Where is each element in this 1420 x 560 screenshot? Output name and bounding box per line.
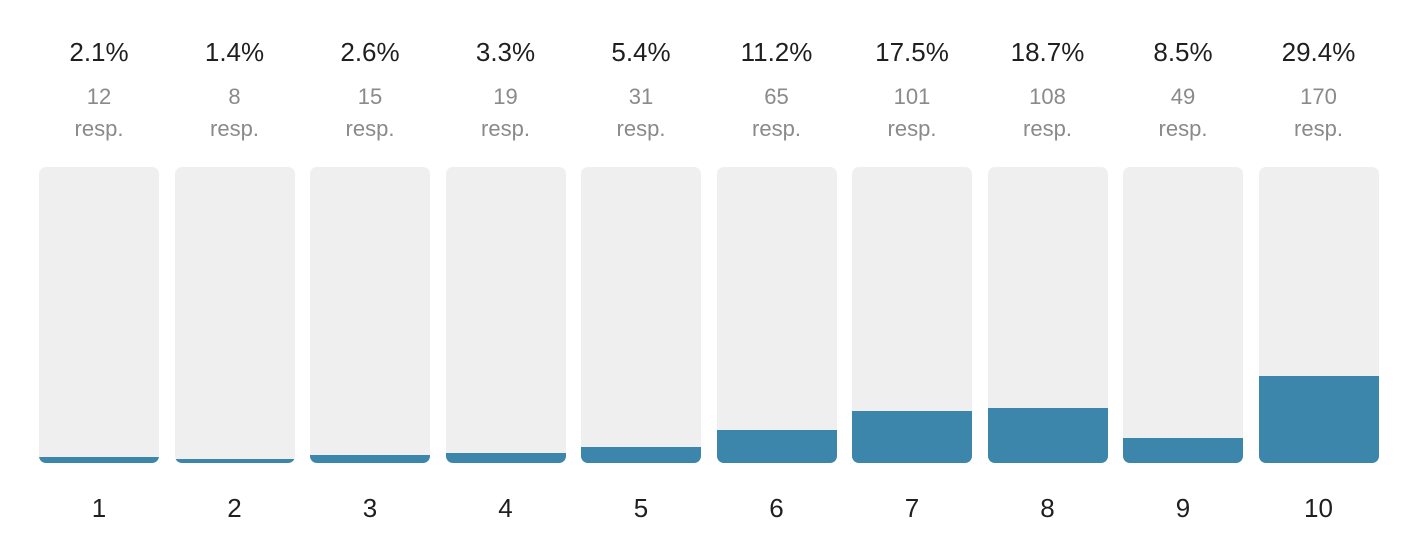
response-count: 8: [228, 84, 241, 109]
response-count: 15: [357, 84, 383, 109]
bar-track: [1123, 167, 1243, 463]
rating-column-3: 2.6% 15 resp. 3: [310, 0, 430, 560]
response-unit-label: resp.: [1158, 116, 1208, 141]
response-count: 49: [1170, 84, 1196, 109]
category-label: 8: [1040, 493, 1055, 523]
percent-label: 29.4%: [1281, 37, 1356, 67]
bar-fill: [445, 453, 566, 463]
category-label: 5: [633, 493, 649, 523]
response-unit-label: resp.: [345, 116, 395, 141]
bar-fill: [39, 457, 159, 463]
bar-fill: [1123, 438, 1243, 463]
rating-column-2: 1.4% 8 resp. 2: [174, 0, 295, 560]
bar-track: [445, 167, 566, 463]
bar-track: [39, 167, 159, 463]
percent-label: 3.3%: [475, 37, 536, 67]
response-unit-label: resp.: [752, 116, 801, 141]
category-label: 1: [91, 493, 107, 523]
response-count: 31: [628, 84, 654, 109]
percent-label: 18.7%: [1010, 37, 1085, 67]
rating-column-7: 17.5% 101 resp. 7: [852, 0, 972, 560]
response-unit-label: resp.: [1023, 116, 1072, 141]
response-unit-label: resp.: [210, 116, 259, 141]
bar-track: [716, 167, 837, 463]
bar-track: [1258, 167, 1379, 463]
category-label: 7: [904, 493, 920, 523]
rating-column-4: 3.3% 19 resp. 4: [445, 0, 566, 560]
percent-label: 17.5%: [875, 37, 949, 67]
category-label: 3: [362, 493, 378, 523]
response-unit-label: resp.: [481, 116, 530, 141]
percent-label: 5.4%: [611, 37, 671, 67]
rating-column-8: 18.7% 108 resp. 8: [987, 0, 1108, 560]
rating-column-1: 2.1% 12 resp. 1: [39, 0, 159, 560]
response-unit-label: resp.: [1294, 116, 1343, 141]
percent-label: 2.1%: [69, 37, 129, 67]
bar-track: [987, 167, 1108, 463]
bar-fill: [310, 455, 430, 463]
rating-column-10: 29.4% 170 resp. 10: [1258, 0, 1379, 560]
bar-track: [310, 167, 430, 463]
bar-fill: [174, 459, 295, 463]
bar-fill: [1258, 376, 1379, 463]
response-count: 108: [1029, 84, 1066, 109]
bar-fill: [852, 411, 972, 463]
response-count: 12: [86, 84, 112, 109]
category-label: 2: [227, 493, 242, 523]
response-unit-label: resp.: [74, 116, 124, 141]
category-label: 9: [1175, 493, 1191, 523]
response-count: 101: [893, 84, 931, 109]
response-count: 170: [1300, 84, 1337, 109]
category-label: 6: [769, 493, 784, 523]
bar-track: [581, 167, 701, 463]
percent-label: 1.4%: [204, 37, 265, 67]
bar-track: [852, 167, 972, 463]
rating-column-6: 11.2% 65 resp. 6: [716, 0, 837, 560]
category-label: 4: [498, 493, 513, 523]
bar-fill: [716, 430, 837, 463]
percent-label: 11.2%: [740, 37, 813, 67]
percent-label: 8.5%: [1153, 37, 1213, 67]
rating-column-5: 5.4% 31 resp. 5: [581, 0, 701, 560]
bar-fill: [581, 447, 701, 463]
response-unit-label: resp.: [887, 116, 937, 141]
response-unit-label: resp.: [616, 116, 666, 141]
category-label: 10: [1304, 493, 1333, 523]
bar-fill: [987, 408, 1108, 463]
rating-column-9: 8.5% 49 resp. 9: [1123, 0, 1243, 560]
response-count: 65: [764, 84, 789, 109]
bar-track: [174, 167, 295, 463]
percent-label: 2.6%: [340, 37, 400, 67]
response-count: 19: [493, 84, 518, 109]
